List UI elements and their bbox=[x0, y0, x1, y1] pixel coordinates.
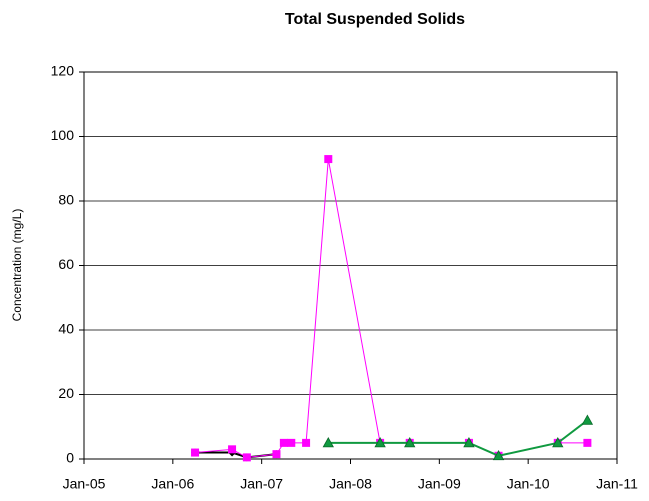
y-tick-label: 40 bbox=[58, 321, 74, 337]
marker bbox=[242, 453, 251, 462]
x-tick-label: Jan-06 bbox=[151, 476, 194, 492]
marker bbox=[191, 448, 200, 457]
y-tick-label: 60 bbox=[58, 256, 74, 272]
marker bbox=[302, 438, 311, 447]
marker bbox=[287, 438, 296, 447]
y-axis-label: Concentration (mg/L) bbox=[10, 209, 24, 322]
y-tick-label: 20 bbox=[58, 385, 74, 401]
x-tick-label: Jan-10 bbox=[507, 476, 550, 492]
y-tick-label: 0 bbox=[66, 450, 74, 466]
marker bbox=[552, 437, 564, 448]
marker bbox=[404, 437, 416, 448]
chart-title: Total Suspended Solids bbox=[285, 11, 465, 28]
x-tick-label: Jan-05 bbox=[63, 476, 106, 492]
marker bbox=[492, 449, 505, 461]
y-tick-label: 120 bbox=[51, 63, 75, 79]
series-line bbox=[194, 158, 588, 458]
marker bbox=[272, 450, 281, 459]
marker bbox=[228, 445, 237, 454]
x-tick-label: Jan-11 bbox=[596, 476, 638, 492]
y-tick-label: 100 bbox=[51, 127, 75, 143]
marker bbox=[322, 437, 334, 448]
marker bbox=[279, 438, 288, 447]
y-tick-label: 80 bbox=[58, 192, 74, 208]
marker bbox=[581, 414, 594, 425]
marker bbox=[583, 438, 592, 447]
x-tick-label: Jan-08 bbox=[329, 476, 372, 492]
x-tick-label: Jan-09 bbox=[418, 476, 461, 492]
marker bbox=[374, 437, 386, 448]
marker bbox=[463, 437, 475, 448]
marker bbox=[324, 155, 333, 164]
x-tick-label: Jan-07 bbox=[240, 476, 283, 492]
series-line bbox=[328, 419, 588, 457]
